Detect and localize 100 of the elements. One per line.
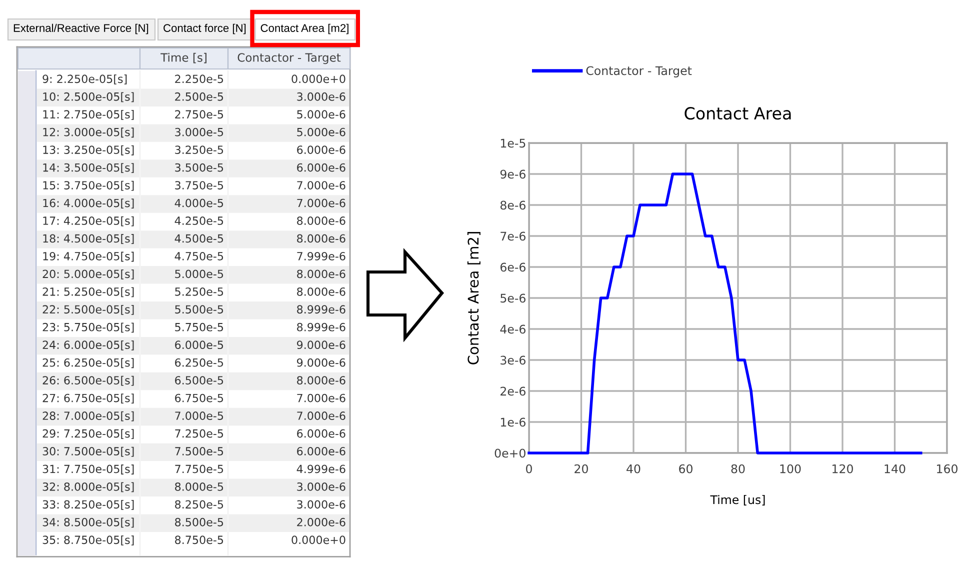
x-tick-label: 160 bbox=[937, 464, 958, 474]
data-label: 8.750e-5 bbox=[175, 536, 224, 544]
data-label: 4.750e-5 bbox=[174, 252, 224, 260]
legend-label: Contactor - Target bbox=[586, 66, 692, 78]
x-tick-label: 120 bbox=[832, 464, 853, 474]
data-label: 8.000e-6 bbox=[297, 270, 346, 278]
x-tick-label: 60 bbox=[679, 464, 692, 474]
category-label: 34: 8.500e-05[s] bbox=[42, 518, 134, 528]
data-label: 8.000e-6 bbox=[297, 216, 346, 225]
category-label: 15: 3.750e-05[s] bbox=[43, 180, 134, 191]
data-label: 5.750e-5 bbox=[175, 322, 224, 332]
category-label: 32: 8.000e-05[s] bbox=[42, 482, 134, 492]
y-tick-label: 1e-6 bbox=[500, 418, 526, 427]
data-label: 2.000e-6 bbox=[297, 518, 346, 526]
data-label: 8.000e-6 bbox=[297, 287, 346, 296]
data-label: 2.500e-5 bbox=[175, 92, 224, 101]
y-tick-label: 4e-6 bbox=[500, 324, 526, 334]
data-label: 0.000e+0 bbox=[292, 536, 346, 544]
data-label: 7.000e-6 bbox=[297, 181, 346, 190]
text: External/Reactive Force [N] bbox=[14, 24, 148, 34]
data-label: 7.250e-5 bbox=[175, 429, 224, 438]
text: Contact force [N] bbox=[164, 24, 246, 34]
y-tick-label: 2e-6 bbox=[500, 386, 526, 396]
category-label: 28: 7.000e-05[s] bbox=[42, 411, 134, 422]
data-label: 5.500e-5 bbox=[175, 305, 224, 314]
data-label: 7.000e-5 bbox=[175, 412, 224, 420]
category-label: 17: 4.250e-05[s] bbox=[43, 216, 134, 226]
data-label: 7.750e-5 bbox=[175, 464, 224, 474]
data-label: 6.500e-5 bbox=[175, 376, 224, 384]
y-tick-label: 0e+0 bbox=[494, 448, 526, 458]
category-label: 20: 5.000e-05[s] bbox=[42, 270, 134, 280]
category-label: 30: 7.500e-05[s] bbox=[42, 446, 134, 457]
category-label: 16: 4.000e-05[s] bbox=[43, 198, 134, 209]
category-label: 10: 2.500e-05[s] bbox=[43, 92, 134, 102]
category-label: 12: 3.000e-05[s] bbox=[43, 128, 134, 138]
data-label: 6.250e-5 bbox=[175, 358, 224, 367]
data-label: 7.500e-5 bbox=[175, 447, 224, 456]
data-label: 8.000e-5 bbox=[175, 482, 224, 491]
data-label: 6.000e-6 bbox=[297, 447, 346, 456]
category-label: 14: 3.500e-05[s] bbox=[43, 163, 134, 174]
category-label: 19: 4.750e-05[s] bbox=[43, 252, 134, 262]
data-label: 7.000e-6 bbox=[297, 412, 346, 420]
data-label: 5.000e-6 bbox=[297, 128, 346, 136]
y-tick-label: 8e-6 bbox=[500, 200, 526, 210]
y-tick-label: 1e-5 bbox=[500, 138, 526, 148]
data-label: 3.000e-6 bbox=[297, 500, 346, 509]
category-label: 21: 5.250e-05[s] bbox=[42, 287, 134, 298]
category-label: 35: 8.750e-05[s] bbox=[42, 535, 134, 546]
y-tick-label: 6e-6 bbox=[500, 262, 526, 272]
data-label: 3.000e-6 bbox=[297, 482, 346, 491]
x-tick-label: 40 bbox=[626, 464, 640, 474]
x-tick-label: 0 bbox=[526, 464, 532, 474]
data-label: 2.750e-5 bbox=[175, 110, 224, 119]
category-label: 25: 6.250e-05[s] bbox=[42, 358, 134, 368]
data-label: 6.750e-5 bbox=[175, 394, 224, 402]
category-label: 33: 8.250e-05[s] bbox=[42, 500, 134, 510]
data-label: 8.000e-6 bbox=[297, 234, 346, 243]
data-label: 4.000e-5 bbox=[174, 198, 224, 208]
x-axis-title: Time [us] bbox=[710, 494, 765, 506]
category-label: 31: 7.750e-05[s] bbox=[42, 464, 134, 474]
data-label: 8.999e-6 bbox=[297, 305, 346, 314]
data-label: 4.250e-5 bbox=[174, 216, 224, 225]
y-axis-title: Contact Area [m2] bbox=[467, 232, 480, 364]
x-tick-label: 20 bbox=[574, 464, 588, 474]
line-series bbox=[528, 172, 922, 454]
category-label: 27: 6.750e-05[s] bbox=[42, 394, 134, 404]
data-label: 4.500e-5 bbox=[174, 234, 224, 243]
data-label: 3.500e-5 bbox=[175, 163, 224, 172]
category-label: 11: 2.750e-05[s] bbox=[43, 110, 134, 120]
y-tick-label: 5e-6 bbox=[500, 294, 526, 303]
data-label: 9.000e-6 bbox=[296, 340, 346, 350]
data-label: 9.000e-6 bbox=[296, 358, 346, 367]
category-label: 24: 6.000e-05[s] bbox=[42, 340, 134, 350]
data-label: 8.000e-6 bbox=[297, 376, 346, 384]
data-label: 5.250e-5 bbox=[175, 287, 224, 296]
data-label: 3.000e-5 bbox=[175, 128, 224, 136]
legend-label: Time [s] bbox=[160, 52, 206, 64]
category-label: 26: 6.500e-05[s] bbox=[42, 376, 134, 386]
x-tick-label: 80 bbox=[731, 464, 745, 474]
category-label: 13: 3.250e-05[s] bbox=[43, 145, 134, 156]
legend-label: Contactor - Target bbox=[238, 53, 341, 64]
y-tick-label: 9e-6 bbox=[500, 170, 526, 179]
category-label: 23: 5.750e-05[s] bbox=[42, 322, 134, 333]
data-label: 7.000e-6 bbox=[297, 394, 346, 402]
data-label: 8.500e-5 bbox=[175, 518, 224, 526]
chart-title: Contact Area bbox=[684, 107, 791, 120]
category-label: 18: 4.500e-05[s] bbox=[43, 234, 134, 244]
data-label: 3.750e-5 bbox=[175, 181, 224, 190]
data-label: 2.250e-5 bbox=[175, 74, 224, 84]
category-label: 29: 7.250e-05[s] bbox=[42, 429, 134, 439]
data-label: 6.000e-5 bbox=[175, 340, 224, 350]
data-label: 8.999e-6 bbox=[297, 322, 346, 332]
data-label: 5.000e-6 bbox=[297, 110, 346, 119]
data-label: 6.000e-6 bbox=[297, 146, 346, 154]
y-tick-label: 3e-6 bbox=[500, 356, 526, 365]
data-label: 7.999e-6 bbox=[297, 252, 346, 260]
x-tick-label: 140 bbox=[884, 464, 906, 474]
data-label: 6.000e-6 bbox=[297, 163, 346, 172]
data-label: 4.999e-6 bbox=[296, 464, 346, 474]
data-label: 6.000e-6 bbox=[297, 429, 346, 438]
